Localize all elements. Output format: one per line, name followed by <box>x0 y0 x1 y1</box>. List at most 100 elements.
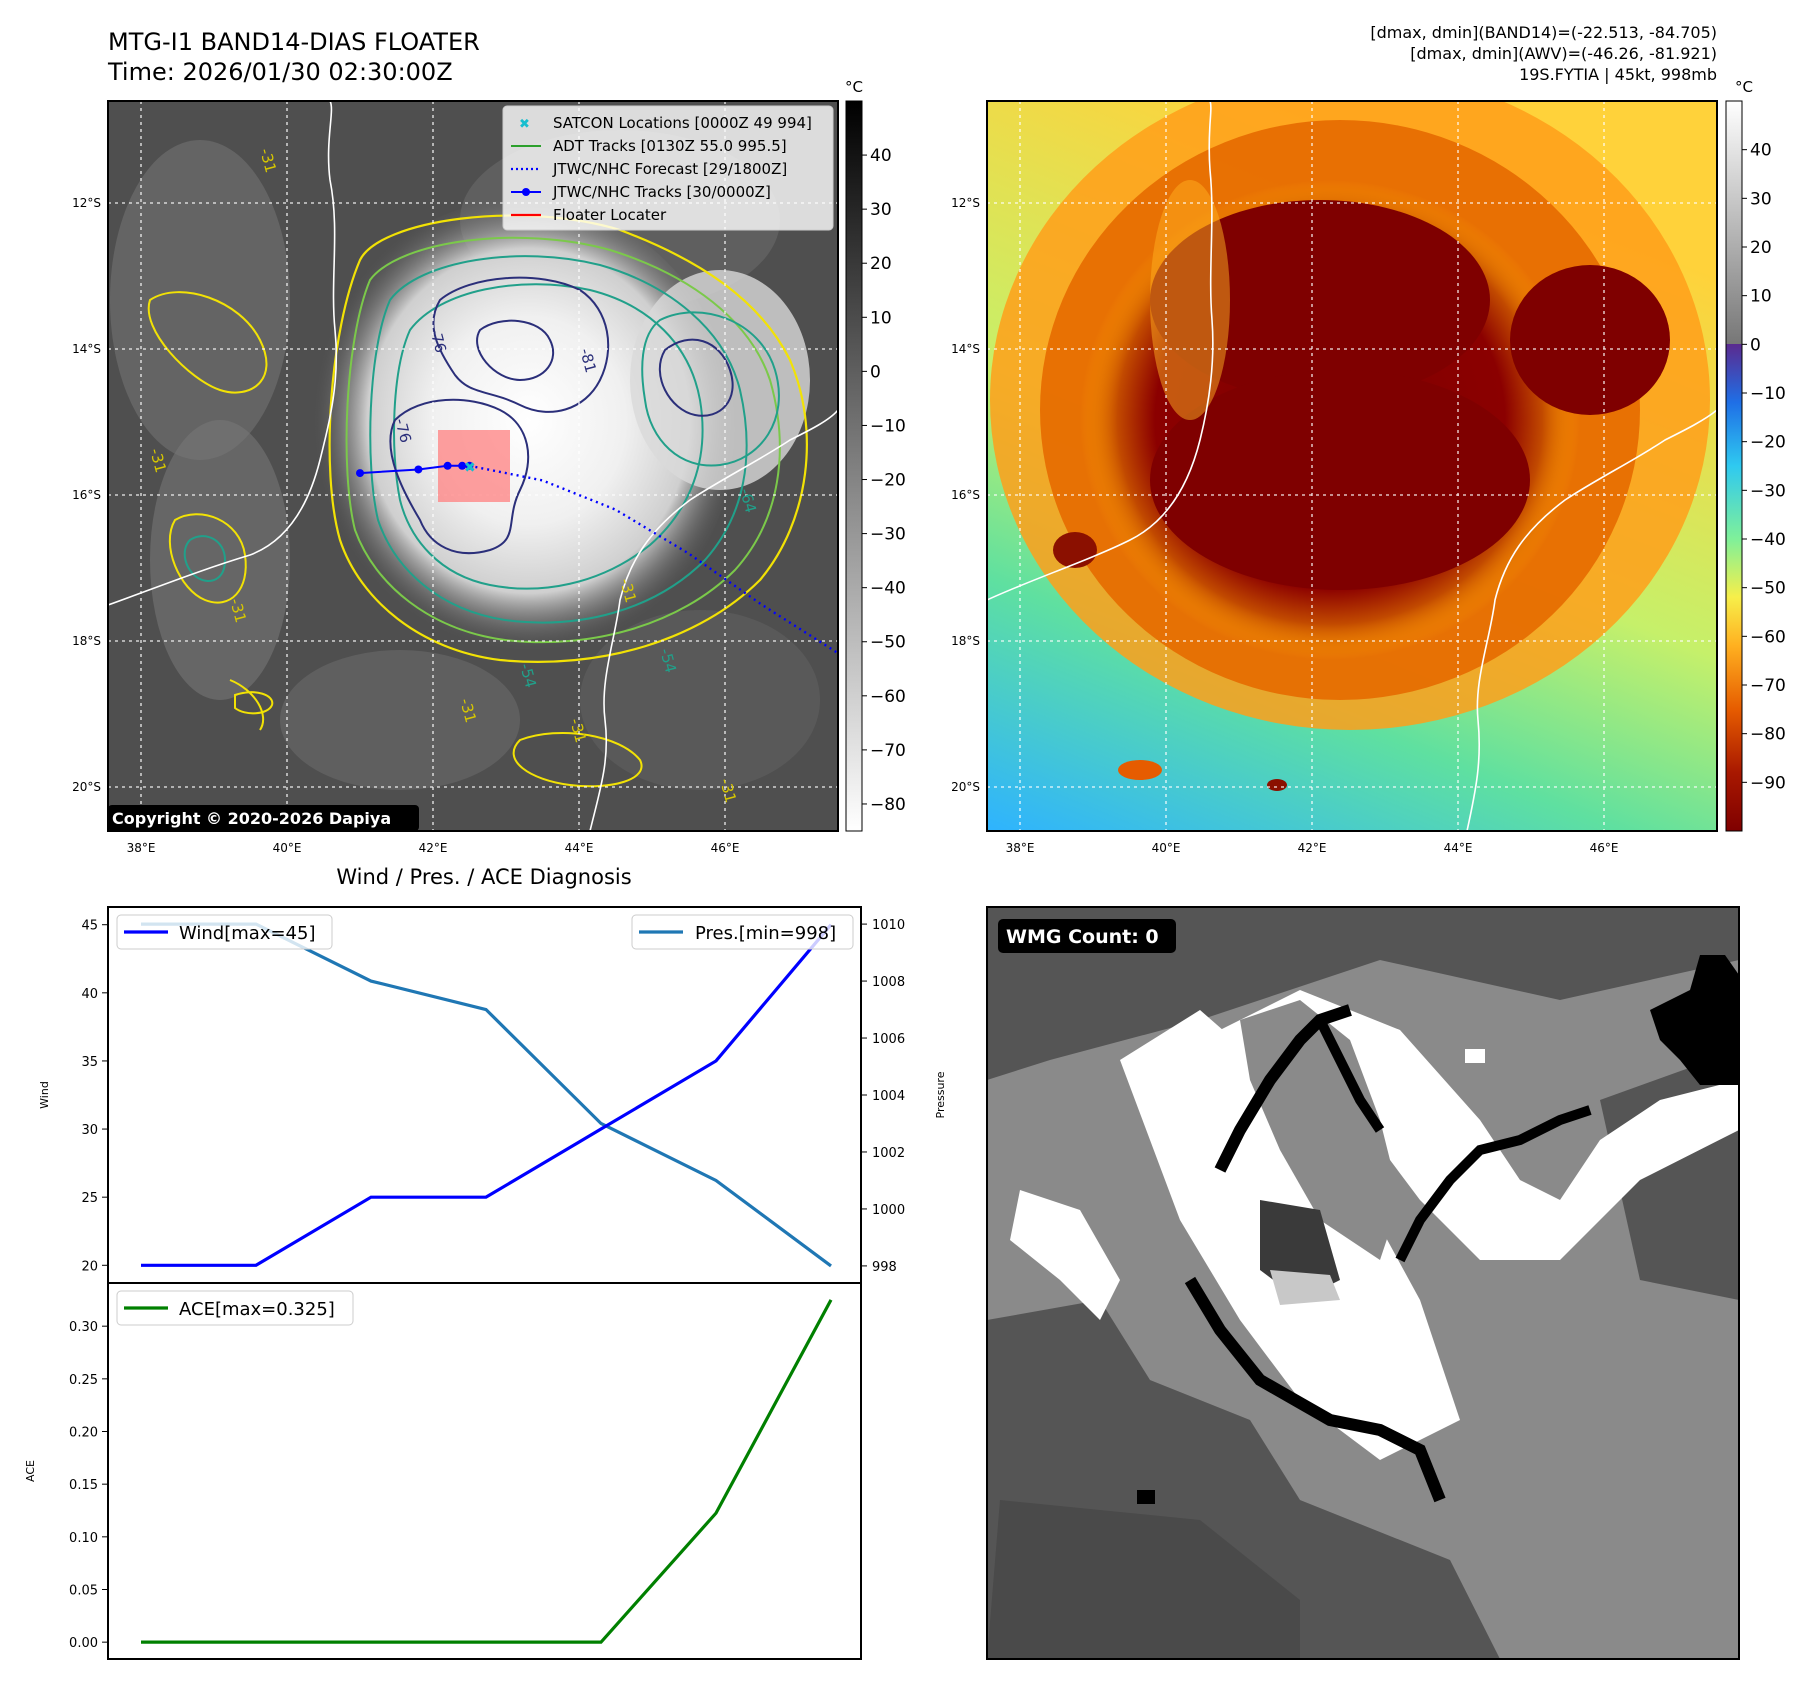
contour-label: -31 <box>566 716 590 744</box>
ir-map-panel: -31-31-31-31-31-31-31-76-76-81-54-54-64 … <box>72 100 839 855</box>
ir-lon-44: 44°E <box>565 841 594 855</box>
legend-satcon-icon: ✖ <box>519 117 530 132</box>
ir-lon-42: 42°E <box>419 841 448 855</box>
colorbar-tick-label: −30 <box>870 525 906 545</box>
wind-pressure-chart: 20 25 30 35 40 45 998 1000 1002 1004 1006 1008 1010… <box>38 906 947 1284</box>
awv-lat-20: 20°S <box>951 780 980 794</box>
copyright-text: Copyright © 2020-2026 Dapiya <box>112 809 391 828</box>
ir-lon-46: 46°E <box>711 841 740 855</box>
contour-label: -31 <box>146 446 170 474</box>
wind-series-line <box>141 923 833 1267</box>
contour-label: -76 <box>391 416 415 444</box>
ir-lat-18: 18°S <box>72 634 101 648</box>
legend-satcon: SATCON Locations [0000Z 49 994] <box>553 114 812 132</box>
wind-pressure-frame <box>107 906 862 1284</box>
colorbar-tick-label: −80 <box>870 795 906 815</box>
ace-legend-box <box>116 1290 354 1326</box>
wmg-count-label: WMG Count: 0 <box>1006 926 1159 948</box>
pressure-ytick-label: 998 <box>872 1260 897 1275</box>
wind-ytick-label: 35 <box>81 1055 98 1070</box>
ace-ytick-label: 0.15 <box>69 1478 98 1493</box>
colorbar-tick-label: 40 <box>1750 141 1772 161</box>
legend-track-marker <box>522 188 530 196</box>
awv-lon-44: 44°E <box>1444 841 1473 855</box>
storm-info-text: 19S.FYTIA | 45kt, 998mb <box>1519 65 1717 84</box>
awv-colorbar-unit: °C <box>1735 78 1753 96</box>
pressure-legend-box <box>631 914 854 950</box>
colorbar-tick-label: 0 <box>870 362 881 382</box>
awv-lon-40: 40°E <box>1152 841 1181 855</box>
colorbar-tick-label: −60 <box>870 687 906 707</box>
contour-label: -31 <box>616 576 640 604</box>
colorbar-tick-label: −10 <box>1750 384 1786 404</box>
wind-ytick-label: 20 <box>81 1259 98 1274</box>
colorbar-tick-label: −40 <box>870 579 906 599</box>
colorbar-tick-label: 0 <box>1750 335 1761 355</box>
wind-legend: Wind[max=45] <box>116 914 333 950</box>
awv-frame <box>986 100 1718 832</box>
pressure-legend-label: Pres.[min=998] <box>695 923 836 944</box>
awv-coastline-west <box>987 101 1214 601</box>
jtwc-track-point <box>414 465 423 474</box>
bt-range-text: [dmax, dmin](BAND14)=(-22.513, -84.705) <box>1370 23 1717 42</box>
colorbar-tick-label: 30 <box>870 200 892 220</box>
legend-floater: Floater Locater <box>553 206 667 224</box>
pressure-ytick-label: 1010 <box>872 918 905 933</box>
awv-colorbar: °C 40 30 20 10 0 −10 −20 −30 −40 −50 −60 −70 −80 −90 <box>1725 78 1786 832</box>
colorbar-tick-label: 30 <box>1750 189 1772 209</box>
ir-colorbar-unit: °C <box>845 78 863 96</box>
wmg-black-region <box>1650 955 1739 1085</box>
colorbar-tick-label: 10 <box>870 308 892 328</box>
jtwc-track-point <box>356 469 364 478</box>
figure-time: Time: 2026/01/30 02:30:00Z <box>107 58 453 86</box>
colorbar-tick-label: −10 <box>870 416 906 436</box>
pressure-legend: Pres.[min=998] <box>631 914 854 950</box>
colorbar-tick-label: −20 <box>870 471 906 491</box>
pressure-ytick-label: 1006 <box>872 1032 905 1047</box>
awv-lat-18: 18°S <box>951 634 980 648</box>
wmg-panel: WMG Count: 0 <box>986 906 1740 1660</box>
wind-ytick-label: 40 <box>81 987 98 1002</box>
colorbar-tick-label: −20 <box>1750 433 1786 453</box>
ace-ytick-label: 0.00 <box>69 1636 98 1651</box>
pressure-ytick-label: 1008 <box>872 975 905 990</box>
awv-lon-46: 46°E <box>1590 841 1619 855</box>
ace-chart: 0.00 0.05 0.10 0.15 0.20 0.25 0.30 ACE ACE[max… <box>24 1282 862 1660</box>
pressure-axis-label: Pressure <box>934 1071 947 1118</box>
awv-lon-38: 38°E <box>1006 841 1035 855</box>
jtwc-track-point <box>458 461 467 470</box>
colorbar-tick-label: −50 <box>870 633 906 653</box>
wmg-count-box <box>998 919 1176 953</box>
wind-legend-label: Wind[max=45] <box>179 923 316 944</box>
contour-label: -64 <box>736 486 760 514</box>
colorbar-tick-label: −30 <box>1750 481 1786 501</box>
ir-legend: ✖ SATCON Locations [0000Z 49 994] ADT Tr… <box>502 105 834 231</box>
ir-coastline-west <box>108 101 338 606</box>
colorbar-tick-label: 20 <box>870 254 892 274</box>
colorbar-tick-label: −60 <box>1750 627 1786 647</box>
wind-axis-label: Wind <box>38 1081 51 1109</box>
wind-ytick-label: 45 <box>81 919 98 934</box>
pressure-ytick-label: 1000 <box>872 1203 905 1218</box>
awv-colorbar-frame <box>1725 100 1743 832</box>
ace-legend-label: ACE[max=0.325] <box>179 1299 335 1320</box>
ace-axis-label: ACE <box>24 1460 37 1482</box>
colorbar-tick-label: −90 <box>1750 773 1786 793</box>
jtwc-track-point <box>465 461 474 470</box>
colorbar-tick-label: 20 <box>1750 238 1772 258</box>
ace-ytick-label: 0.25 <box>69 1373 98 1388</box>
contour-label: -31 <box>226 596 250 624</box>
wmg-frame <box>986 906 1740 1660</box>
ir-lat-16: 16°S <box>72 488 101 502</box>
ir-lat-12: 12°S <box>72 196 101 210</box>
ace-ytick-label: 0.05 <box>69 1583 98 1598</box>
ace-ytick-label: 0.10 <box>69 1531 98 1546</box>
jtwc-forecast-line <box>469 464 838 655</box>
ir-lon-40: 40°E <box>273 841 302 855</box>
contour-label: -31 <box>716 776 740 804</box>
ir-coastline-madagascar <box>589 409 838 831</box>
awv-range-text: [dmax, dmin](AWV)=(-46.26, -81.921) <box>1410 44 1717 63</box>
colorbar-tick-label: −70 <box>870 741 906 761</box>
awv-colorbar-cold <box>1726 344 1742 831</box>
pressure-ytick-label: 1002 <box>872 1146 905 1161</box>
